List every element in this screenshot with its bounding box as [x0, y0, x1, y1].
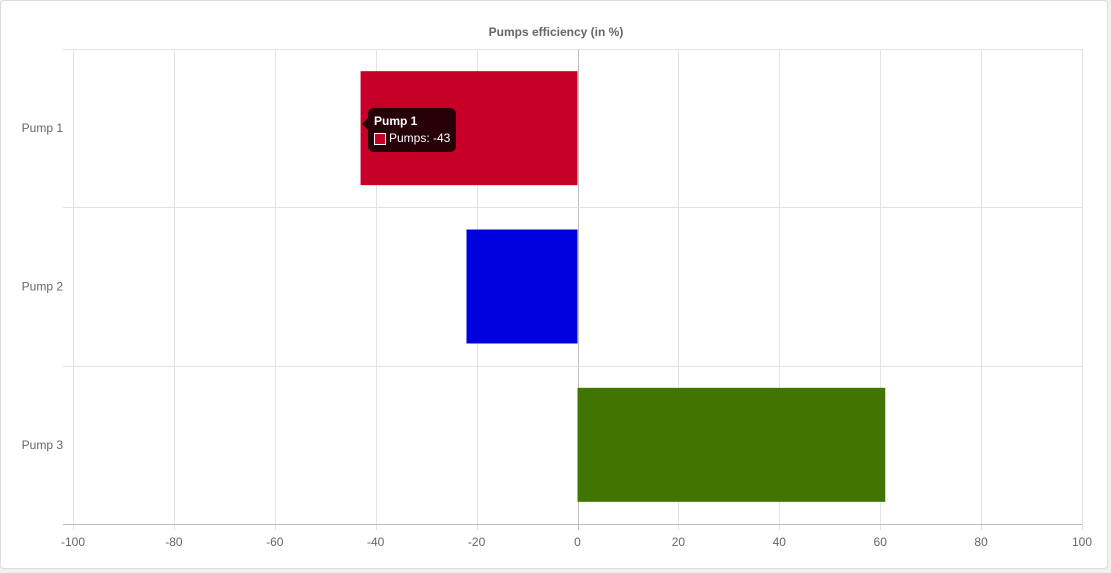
- bar-pump-3[interactable]: [577, 387, 886, 502]
- grid-lines: [63, 49, 1083, 530]
- y-axis-ticks: Pump 1 Pump 2 Pump 3: [22, 121, 64, 452]
- y-tick-label: Pump 2: [22, 280, 64, 294]
- bar-pump-2[interactable]: [466, 229, 578, 344]
- x-tick-label: -20: [468, 535, 486, 549]
- tooltip-color-swatch: [374, 132, 386, 145]
- y-tick-label: Pump 1: [22, 121, 64, 135]
- x-tick-label: -100: [61, 535, 85, 549]
- tooltip-body: Pumps: -43: [374, 130, 450, 147]
- x-tick-label: 40: [773, 535, 787, 549]
- x-tick-label: 60: [874, 535, 888, 549]
- x-tick-label: -60: [266, 535, 284, 549]
- tooltip-label: Pumps: -43: [389, 131, 451, 145]
- bars: [360, 71, 886, 502]
- y-tick-label: Pump 3: [22, 438, 64, 452]
- x-tick-label: -40: [367, 535, 385, 549]
- x-tick-label: 0: [574, 535, 581, 549]
- x-tick-label: 100: [1072, 535, 1092, 549]
- x-tick-label: 80: [974, 535, 988, 549]
- x-tick-label: 20: [672, 535, 686, 549]
- bar-tooltip: Pump 1 Pumps: -43: [361, 108, 457, 152]
- x-tick-label: -80: [165, 535, 183, 549]
- tooltip-title: Pump 1: [374, 114, 418, 128]
- chart-title: Pumps efficiency (in %): [489, 25, 624, 39]
- x-axis-ticks: -100 -80 -60 -40 -20 0 20 40 60 80 100: [61, 535, 1092, 549]
